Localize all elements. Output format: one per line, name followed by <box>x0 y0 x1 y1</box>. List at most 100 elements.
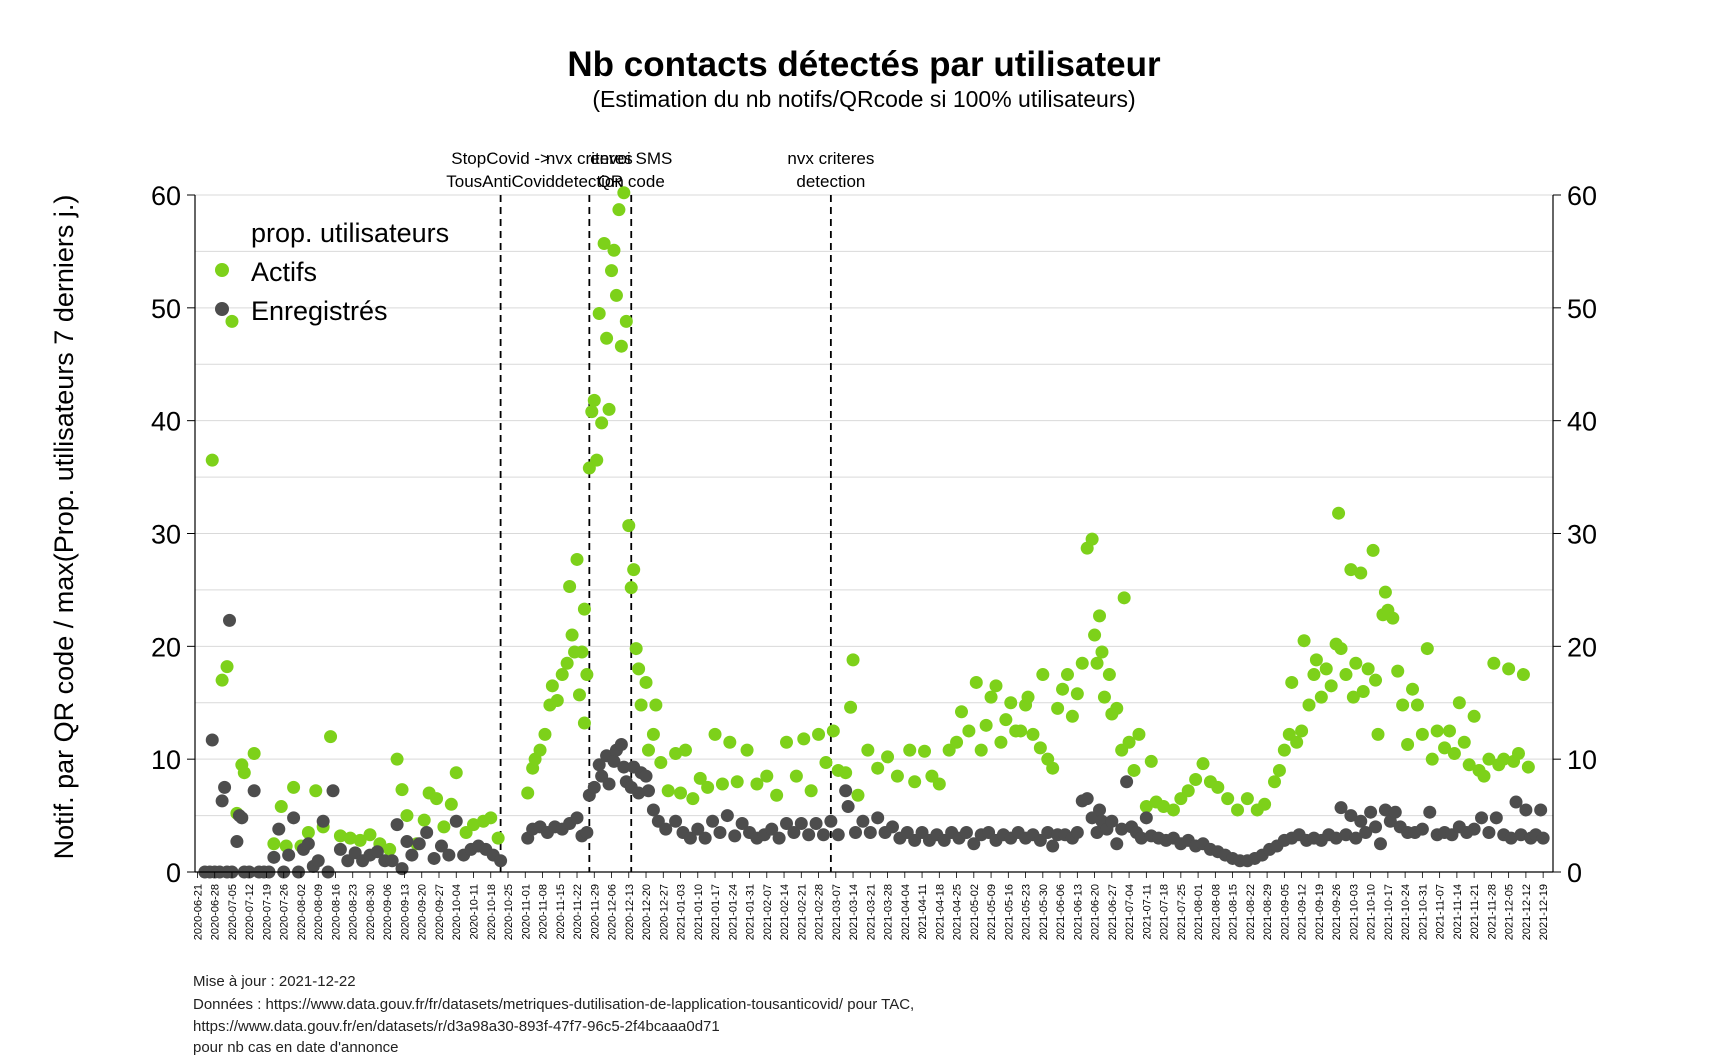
data-point <box>1297 634 1311 648</box>
x-tick-label: 2021-07-18 <box>1159 884 1171 940</box>
x-tick-label: 2020-12-13 <box>624 884 636 940</box>
data-point <box>390 818 404 832</box>
x-tick-label: 2020-07-19 <box>261 884 273 940</box>
data-point <box>605 264 619 278</box>
data-point <box>802 828 816 842</box>
data-point <box>750 777 764 791</box>
data-point <box>1021 690 1035 704</box>
data-point <box>678 743 692 757</box>
data-point <box>395 783 409 797</box>
x-tick-label: 2021-04-11 <box>917 884 929 939</box>
data-point <box>723 735 737 749</box>
x-tick-label: 2020-09-06 <box>382 884 394 940</box>
annotation-label: TousAntiCovid <box>446 172 555 191</box>
x-tick-label: 2021-06-13 <box>1072 884 1084 940</box>
data-point <box>417 813 431 827</box>
annotation-label: detection <box>555 172 624 191</box>
data-point <box>1354 566 1368 580</box>
data-point <box>1378 585 1392 599</box>
x-tick-label: 2021-04-18 <box>934 884 946 940</box>
data-point <box>577 716 591 730</box>
data-point <box>984 690 998 704</box>
x-tick-label: 2021-12-12 <box>1521 884 1533 940</box>
x-tick-label: 2020-09-20 <box>417 884 429 940</box>
data-point <box>1378 803 1392 817</box>
x-tick-label: 2021-11-14 <box>1452 884 1464 939</box>
data-point <box>614 737 628 751</box>
data-point <box>267 850 281 864</box>
data-point <box>632 662 646 676</box>
data-point <box>434 839 448 853</box>
data-point <box>215 673 229 687</box>
data-point <box>1349 656 1363 670</box>
x-tick-label: 2021-11-28 <box>1486 884 1498 939</box>
data-point <box>267 837 281 851</box>
data-point <box>324 730 338 744</box>
data-point <box>550 693 564 707</box>
footer-updated: Mise à jour : 2021-12-22 <box>193 973 356 990</box>
x-tick-label: 2021-09-05 <box>1279 884 1291 940</box>
data-point <box>1258 797 1272 811</box>
data-point <box>1346 690 1360 704</box>
x-tick-label: 2020-07-05 <box>227 884 239 940</box>
data-point <box>885 820 899 834</box>
x-tick-label: 2020-08-16 <box>330 884 342 940</box>
data-point <box>1356 684 1370 698</box>
data-point <box>728 829 742 843</box>
data-point <box>708 727 722 741</box>
data-point <box>311 854 325 868</box>
data-point <box>1285 675 1299 689</box>
data-point <box>954 705 968 719</box>
data-point <box>1120 775 1134 789</box>
data-point <box>1097 690 1111 704</box>
data-point <box>1080 792 1094 806</box>
data-point <box>1065 709 1079 723</box>
data-point <box>1181 784 1195 798</box>
data-point <box>538 727 552 741</box>
data-point <box>1115 822 1129 836</box>
data-point <box>1364 805 1378 819</box>
data-point <box>1406 682 1420 696</box>
data-point <box>570 552 584 566</box>
data-point <box>580 826 594 840</box>
x-tick-label: 2021-10-03 <box>1348 884 1360 940</box>
data-point <box>849 826 863 840</box>
data-point <box>1366 543 1380 557</box>
data-point <box>1334 642 1348 656</box>
annotation-label: nvx criteres <box>546 149 633 168</box>
x-tick-label: 2021-05-02 <box>969 884 981 940</box>
data-point <box>1117 591 1131 605</box>
data-point <box>1477 769 1491 783</box>
data-point <box>1189 772 1203 786</box>
data-point <box>400 809 414 823</box>
legend-title: prop. utilisateurs <box>251 218 449 248</box>
x-tick-label: 2020-09-13 <box>399 884 411 940</box>
data-point <box>1090 826 1104 840</box>
axes: 0 0 10 10 20 20 30 30 40 40 50 50 60 60 <box>151 181 1597 888</box>
data-point <box>826 724 840 738</box>
data-point <box>1211 780 1225 794</box>
data-point <box>1144 754 1158 768</box>
data-point <box>316 814 330 828</box>
data-point <box>617 186 631 200</box>
data-point <box>1482 826 1496 840</box>
data-point <box>639 769 653 783</box>
data-point <box>730 775 744 789</box>
data-point <box>600 331 614 345</box>
data-point <box>1519 803 1533 817</box>
x-tick-label: 2021-08-01 <box>1193 884 1205 940</box>
data-point <box>570 811 584 825</box>
data-point <box>592 306 606 320</box>
data-point <box>839 784 853 798</box>
data-point <box>484 811 498 825</box>
data-point <box>1354 814 1368 828</box>
y-tick-label-right: 30 <box>1567 520 1597 550</box>
data-point <box>1442 724 1456 738</box>
data-point <box>1139 800 1153 814</box>
x-tick-label: 2020-10-04 <box>451 884 463 940</box>
data-point <box>693 771 707 785</box>
x-tick-label: 2020-08-23 <box>348 884 360 940</box>
data-point <box>1196 757 1210 771</box>
x-tick-label: 2021-08-08 <box>1210 884 1222 940</box>
